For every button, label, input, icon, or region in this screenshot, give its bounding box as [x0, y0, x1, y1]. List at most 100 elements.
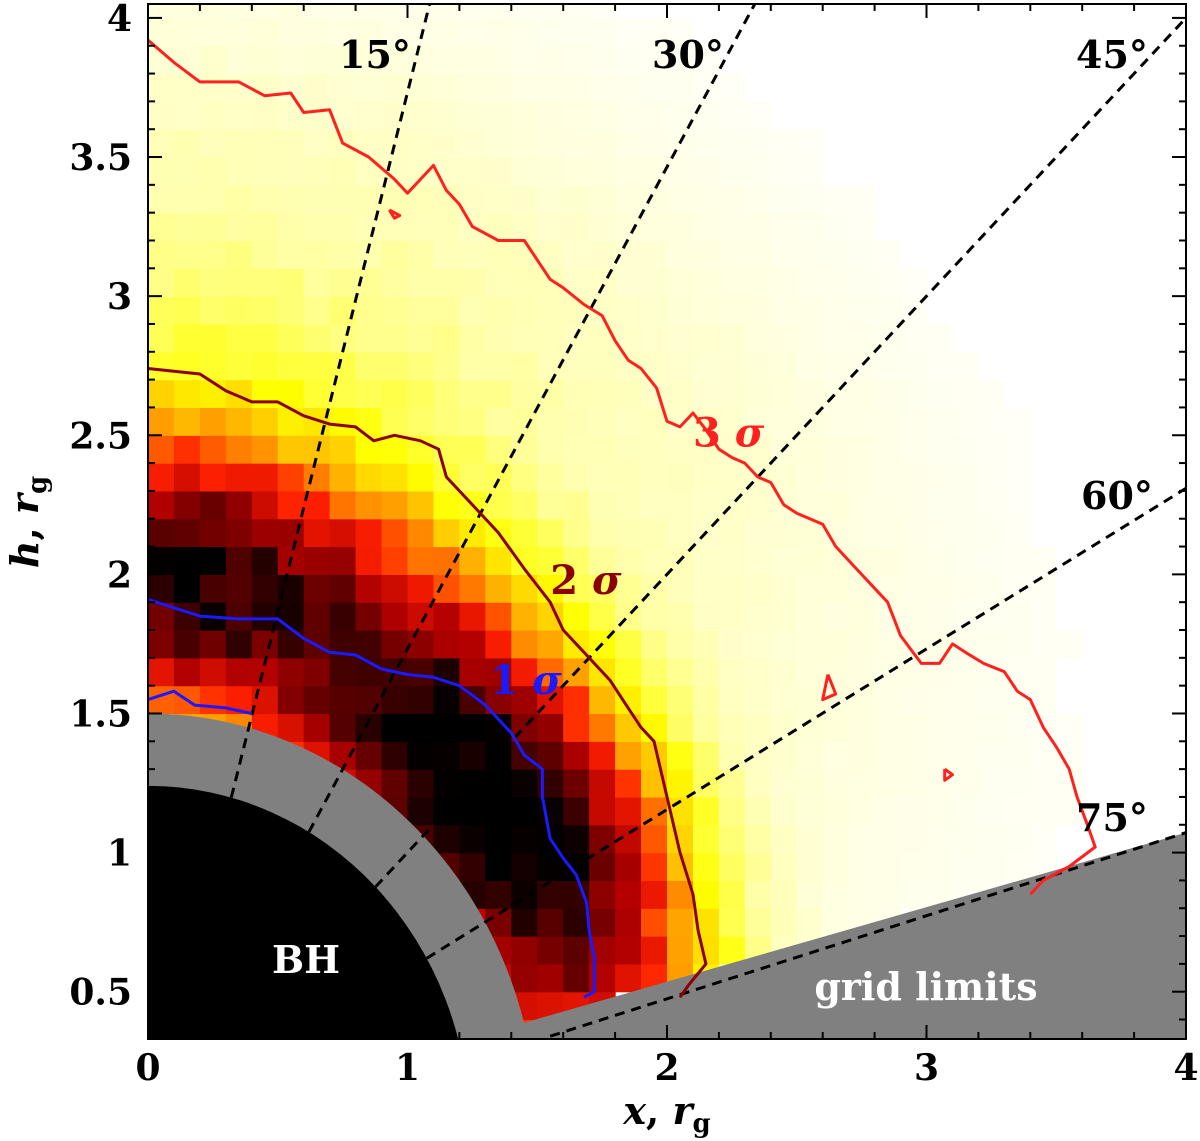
heatmap-cell: [407, 574, 435, 603]
heatmap-cell: [822, 546, 850, 575]
heatmap-cell: [848, 630, 876, 659]
heatmap-cell: [563, 602, 590, 631]
heatmap-cell: [1004, 769, 1031, 798]
heatmap-cell: [277, 17, 305, 47]
heatmap-cell: [381, 351, 409, 381]
heatmap-cell: [589, 4, 616, 19]
heatmap-cell: [277, 4, 305, 19]
heatmap-cell: [718, 379, 746, 409]
heatmap-cell: [459, 713, 486, 742]
y-tick-label: 0.5: [69, 972, 132, 1014]
heatmap-cell: [1004, 546, 1031, 575]
heatmap-cell: [744, 212, 772, 242]
heatmap-cell: [641, 713, 668, 742]
heatmap-cell: [641, 546, 668, 575]
heatmap-cell: [485, 4, 512, 19]
heatmap-cell: [641, 323, 668, 353]
heatmap-cell: [1056, 630, 1083, 659]
heatmap-cell: [459, 240, 486, 269]
heatmap-cell: [563, 796, 590, 826]
heatmap-cell: [770, 741, 798, 770]
heatmap-cell: [407, 351, 435, 381]
heatmap-cell: [251, 129, 279, 158]
heatmap-cell: [199, 212, 227, 242]
heatmap-cell: [563, 407, 590, 436]
heatmap-cell: [718, 630, 746, 659]
heatmap-cell: [407, 490, 435, 520]
heatmap-cell: [641, 602, 668, 631]
heatmap-cell: [563, 73, 590, 102]
heatmap-cell: [225, 546, 253, 575]
heatmap-cell: [511, 824, 538, 854]
heatmap-cell: [692, 129, 720, 158]
heatmap-cell: [303, 296, 331, 325]
heatmap-cell: [433, 685, 460, 715]
heatmap-cell: [485, 351, 512, 381]
contours: [148, 39, 1097, 999]
heatmap-cell: [277, 296, 305, 325]
y-tick-label: 3: [107, 276, 132, 318]
heatmap-cell: [303, 73, 331, 102]
heatmap-cell: [848, 407, 876, 436]
heatmap-cell: [251, 323, 279, 353]
heatmap-cell: [718, 657, 746, 687]
heatmap-cell: [978, 407, 1005, 436]
heatmap-cell: [433, 630, 460, 659]
heatmap-cell: [952, 518, 979, 548]
heatmap-cell: [667, 212, 694, 242]
heatmap-cell: [225, 407, 253, 436]
heatmap-cell: [303, 45, 331, 75]
heatmap-cell: [718, 463, 746, 492]
heatmap-cell: [770, 630, 798, 659]
heatmap-cell: [589, 407, 616, 436]
heatmap-cell: [615, 184, 642, 214]
angle-label-15: 15°: [339, 32, 411, 77]
heatmap-cell: [1030, 796, 1057, 826]
heatmap-cell: [511, 45, 538, 75]
heatmap-cell: [744, 184, 772, 214]
heatmap-cell: [329, 157, 357, 186]
heatmap-cell: [744, 296, 772, 325]
heatmap-cell: [485, 296, 512, 325]
heatmap-cell: [952, 741, 979, 770]
heatmap-cell: [511, 685, 538, 715]
heatmap-cell: [796, 463, 824, 492]
heatmap-cell: [874, 713, 902, 742]
heatmap-cell: [615, 852, 642, 882]
heatmap-cell: [770, 129, 798, 158]
heatmap-cell: [978, 574, 1005, 603]
heatmap-cell: [433, 602, 460, 631]
heatmap-cell: [537, 463, 564, 492]
heatmap-cell: [381, 240, 409, 269]
heatmap-cell: [692, 796, 720, 826]
heatmap-cell: [718, 713, 746, 742]
heatmap-cell: [173, 379, 201, 409]
heatmap-cell: [407, 323, 435, 353]
heatmap-cell: [251, 518, 279, 548]
heatmap-cell: [692, 379, 720, 409]
heatmap-cell: [770, 602, 798, 631]
heatmap-cell: [978, 796, 1005, 826]
heatmap-cell: [173, 407, 201, 436]
heatmap-cell: [355, 17, 383, 47]
heatmap-cell: [148, 101, 175, 130]
heatmap-cell: [615, 407, 642, 436]
heatmap-cell: [874, 463, 902, 492]
heatmap-cell: [744, 435, 772, 464]
heatmap-cell: [667, 17, 694, 47]
heatmap-cell: [148, 296, 175, 325]
heatmap-cell: [589, 212, 616, 242]
heatmap-cell: [381, 546, 409, 575]
heatmap-cell: [641, 45, 668, 75]
heatmap-cell: [485, 630, 512, 659]
heatmap-cell: [874, 490, 902, 520]
heatmap-cell: [770, 518, 798, 548]
heatmap-cell: [329, 268, 357, 297]
heatmap-cell: [303, 323, 331, 353]
contour-label: 2 σ: [550, 557, 622, 604]
heatmap-cell: [718, 268, 746, 297]
heatmap-cell: [303, 574, 331, 603]
heatmap-cell: [1030, 769, 1057, 798]
heatmap-cell: [1030, 630, 1057, 659]
heatmap-cell: [796, 769, 824, 798]
